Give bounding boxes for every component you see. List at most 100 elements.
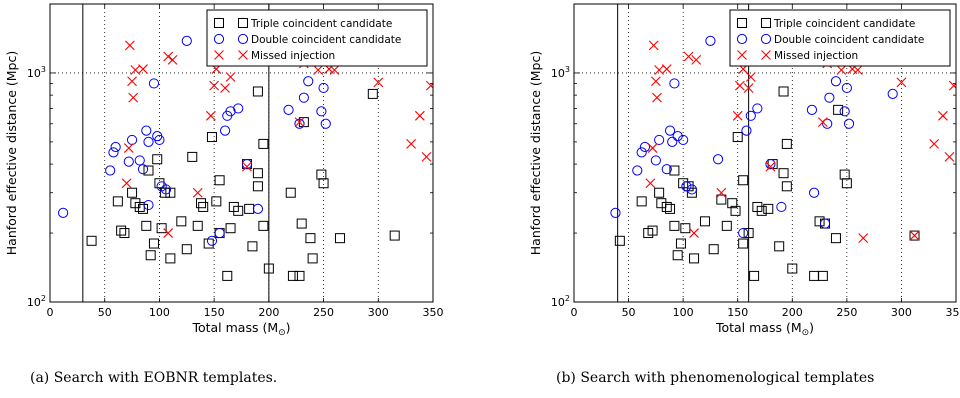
triple-coincident-point — [680, 223, 691, 234]
legend-box — [206, 9, 428, 67]
triple-coincident-point — [198, 201, 209, 212]
missed-injection-stroke — [192, 187, 203, 198]
triple-coincident-point — [809, 270, 820, 281]
triple-coincident-point — [669, 220, 680, 231]
missed-injection-point — [944, 152, 955, 162]
triple-coincident-point — [716, 194, 727, 205]
y-tick-base: 10 — [551, 296, 565, 309]
triple-coincident-point — [252, 168, 263, 179]
double-coincident-point — [233, 103, 244, 114]
x-tick-label: 0 — [571, 306, 578, 319]
missed-injection-point — [929, 139, 940, 149]
triple-coincident-point — [294, 270, 305, 281]
triple-coincident-point — [138, 203, 149, 214]
x-tick-label: 50 — [622, 306, 636, 319]
double-coincident-point — [632, 165, 643, 176]
missed-injection-point — [373, 77, 384, 88]
double-coincident-point — [654, 134, 665, 146]
triple-coincident-point — [909, 230, 920, 241]
triple-coincident-point — [214, 175, 225, 186]
x-tick-label: 150 — [204, 306, 225, 319]
triple-coincident-point — [756, 205, 767, 216]
triple-coincident-point — [86, 235, 97, 246]
y-tick-base: 10 — [27, 296, 41, 309]
double-coincident-point — [225, 106, 236, 117]
x-tick-label: 350 — [423, 306, 444, 319]
double-coincident-point — [110, 141, 121, 153]
missed-injection-stroke — [127, 76, 137, 87]
missed-injection-stroke — [716, 187, 727, 198]
triple-coincident-point — [181, 244, 192, 255]
missed-injection-stroke — [425, 82, 433, 91]
double-coincident-point — [219, 125, 231, 136]
triple-coincident-point — [738, 238, 749, 249]
grid-lines — [574, 4, 956, 302]
missed-injection-stroke — [313, 65, 323, 75]
triple-coincident-point — [143, 165, 154, 176]
missed-injection-point — [163, 228, 174, 238]
triple-coincident-point — [192, 220, 203, 231]
missed-injection-stroke — [735, 80, 745, 91]
triple-coincident-point — [244, 203, 255, 214]
missed-injection-point — [858, 233, 869, 244]
triple-coincident-point — [732, 132, 743, 143]
missed-injection-stroke — [205, 110, 216, 121]
missed-injection-point — [817, 117, 828, 128]
triple-coincident-point — [669, 165, 680, 176]
triple-coincident-point — [145, 250, 156, 261]
triple-coincident-point — [727, 198, 738, 209]
triple-coincident-point — [781, 138, 792, 149]
triple-coincident-point — [252, 86, 263, 97]
double-coincident-point — [108, 147, 119, 158]
legend-circle-icon — [760, 33, 772, 45]
x-axis-label-end: ) — [809, 320, 814, 335]
missed-injection-point — [896, 77, 907, 88]
y-tick-exponent: 2 — [41, 294, 46, 303]
double-coincident-point — [705, 35, 716, 47]
legend-x-icon — [737, 50, 747, 60]
missed-injection-stroke — [294, 117, 305, 128]
missed-injection-point — [128, 92, 139, 103]
double-coincident-point — [639, 141, 651, 153]
missed-injection-stroke — [123, 143, 134, 153]
missed-injection-point — [938, 110, 948, 121]
triple-coincident-point — [678, 178, 689, 189]
missed-injection-stroke — [652, 92, 662, 103]
triple-coincident-point — [686, 187, 697, 198]
double-coincident-point — [806, 104, 818, 115]
missed-injection-point — [683, 51, 694, 62]
missed-injection-point — [414, 110, 425, 121]
missed-injection-point — [909, 230, 920, 241]
triple-coincident-point — [233, 205, 244, 216]
double-coincident-point — [712, 154, 724, 165]
missed-injection-stroke — [329, 65, 340, 75]
missed-injection-stroke — [373, 77, 384, 88]
missed-injection-stroke — [406, 139, 417, 149]
double-coincident-point — [303, 76, 314, 87]
legend-box — [729, 9, 951, 67]
triple-coincident-point — [778, 86, 789, 97]
missed-injection-stroke — [650, 76, 661, 87]
double-coincident-point — [636, 147, 647, 158]
double-coincident-point — [143, 136, 154, 148]
double-coincident-point — [610, 207, 621, 218]
triple-coincident-point — [318, 178, 329, 189]
missed-injection-point — [661, 64, 672, 74]
y-tick-label: 102 — [551, 294, 570, 309]
missed-injection-stroke — [836, 65, 847, 75]
missed-injection-point — [836, 65, 847, 75]
missed-injection-point — [127, 76, 137, 87]
triple-coincident-point — [176, 216, 187, 227]
triple-coincident-point — [141, 220, 152, 231]
missed-injection-stroke — [648, 40, 659, 51]
x-tick-label: 300 — [891, 306, 912, 319]
minor-ticks — [574, 83, 956, 234]
missed-injection-point — [421, 152, 432, 162]
double-coincident-point — [126, 134, 138, 146]
double-coincident-point — [738, 227, 749, 239]
double-coincident-point — [822, 118, 833, 129]
missed-injection-point — [745, 72, 756, 82]
double-coincident-point — [664, 125, 676, 136]
missed-injection-stroke — [944, 152, 955, 162]
missed-injection-stroke — [124, 40, 135, 51]
